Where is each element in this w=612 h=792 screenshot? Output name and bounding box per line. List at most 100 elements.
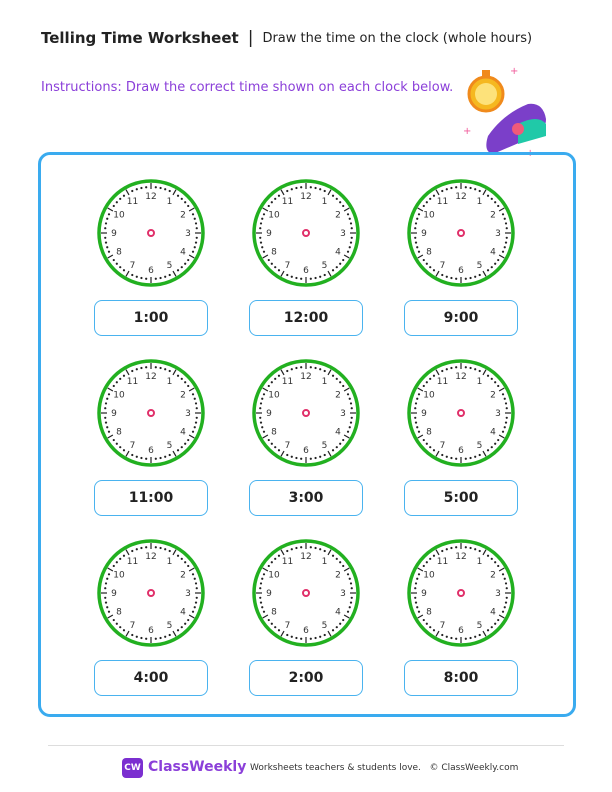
svg-text:6: 6 — [303, 446, 309, 456]
clock-face[interactable]: 1 2 3 4 5 6 7 8 9 10 11 12 — [250, 177, 362, 289]
svg-text:4: 4 — [335, 248, 341, 258]
svg-text:12: 12 — [455, 552, 466, 562]
svg-text:7: 7 — [440, 621, 446, 631]
svg-text:10: 10 — [268, 571, 280, 581]
svg-text:5: 5 — [322, 261, 328, 271]
time-label-box: 2:00 — [249, 660, 363, 696]
clock-face[interactable]: 1 2 3 4 5 6 7 8 9 10 11 12 — [95, 177, 207, 289]
svg-text:3: 3 — [185, 229, 191, 239]
clock-face[interactable]: 1 2 3 4 5 6 7 8 9 10 11 12 — [95, 537, 207, 649]
svg-text:6: 6 — [458, 626, 464, 636]
svg-text:4: 4 — [335, 608, 341, 618]
title-separator: | — [247, 28, 254, 48]
footer-divider — [48, 745, 564, 746]
svg-text:4: 4 — [490, 608, 496, 618]
worksheet-title: Telling Time Worksheet — [41, 29, 239, 47]
svg-text:2: 2 — [335, 211, 341, 221]
time-label-box: 8:00 — [404, 660, 518, 696]
svg-text:2: 2 — [490, 211, 496, 221]
clock-face[interactable]: 1 2 3 4 5 6 7 8 9 10 11 12 — [95, 357, 207, 469]
instructions: Instructions: Draw the correct time show… — [41, 80, 453, 95]
svg-text:7: 7 — [130, 441, 136, 451]
svg-text:1: 1 — [167, 377, 173, 387]
svg-text:7: 7 — [440, 441, 446, 451]
svg-text:7: 7 — [440, 261, 446, 271]
svg-text:6: 6 — [303, 626, 309, 636]
svg-text:7: 7 — [285, 621, 291, 631]
svg-text:7: 7 — [130, 621, 136, 631]
svg-text:4: 4 — [490, 428, 496, 438]
svg-text:3: 3 — [185, 409, 191, 419]
svg-text:10: 10 — [113, 391, 125, 401]
svg-text:2: 2 — [335, 571, 341, 581]
time-label-box: 5:00 — [404, 480, 518, 516]
svg-text:11: 11 — [282, 377, 293, 387]
svg-text:6: 6 — [303, 266, 309, 276]
svg-text:5: 5 — [477, 621, 483, 631]
clock-face[interactable]: 1 2 3 4 5 6 7 8 9 10 11 12 — [405, 537, 517, 649]
svg-text:4: 4 — [490, 248, 496, 258]
svg-text:2: 2 — [490, 391, 496, 401]
svg-text:9: 9 — [266, 409, 272, 419]
svg-text:2: 2 — [180, 211, 186, 221]
svg-text:8: 8 — [271, 248, 277, 258]
svg-text:4: 4 — [180, 428, 186, 438]
svg-text:5: 5 — [167, 621, 173, 631]
svg-text:1: 1 — [322, 377, 328, 387]
header: Telling Time Worksheet | Draw the time o… — [41, 28, 532, 48]
svg-text:5: 5 — [477, 261, 483, 271]
time-label-box: 12:00 — [249, 300, 363, 336]
svg-text:8: 8 — [271, 428, 277, 438]
svg-text:12: 12 — [145, 552, 156, 562]
svg-text:8: 8 — [116, 428, 122, 438]
svg-text:4: 4 — [335, 428, 341, 438]
clock-face[interactable]: 1 2 3 4 5 6 7 8 9 10 11 12 — [405, 357, 517, 469]
svg-text:2: 2 — [335, 391, 341, 401]
svg-text:3: 3 — [495, 409, 501, 419]
svg-text:7: 7 — [285, 441, 291, 451]
svg-text:10: 10 — [423, 211, 435, 221]
svg-text:2: 2 — [180, 391, 186, 401]
brand-name: ClassWeekly — [148, 759, 247, 775]
clock-face[interactable]: 1 2 3 4 5 6 7 8 9 10 11 12 — [405, 177, 517, 289]
svg-text:12: 12 — [300, 192, 311, 202]
svg-text:+: + — [463, 126, 471, 137]
svg-text:10: 10 — [268, 211, 280, 221]
stopwatch-sneaker-illustration: + + + — [463, 66, 546, 159]
svg-text:11: 11 — [127, 377, 138, 387]
clock-face[interactable]: 1 2 3 4 5 6 7 8 9 10 11 12 — [250, 537, 362, 649]
svg-text:5: 5 — [322, 441, 328, 451]
svg-text:3: 3 — [185, 589, 191, 599]
svg-text:4: 4 — [180, 248, 186, 258]
footer-text: Worksheets teachers & students love. © C… — [250, 763, 518, 773]
svg-text:11: 11 — [437, 377, 448, 387]
svg-text:10: 10 — [268, 391, 280, 401]
svg-text:8: 8 — [116, 608, 122, 618]
svg-text:2: 2 — [180, 571, 186, 581]
instructions-text: Draw the correct time shown on each cloc… — [121, 80, 454, 95]
time-label-box: 1:00 — [94, 300, 208, 336]
tagline: Worksheets teachers & students love. — [250, 763, 421, 773]
svg-text:5: 5 — [477, 441, 483, 451]
worksheet-subtitle: Draw the time on the clock (whole hours) — [262, 30, 533, 46]
svg-text:8: 8 — [116, 248, 122, 258]
svg-text:8: 8 — [426, 428, 432, 438]
classweekly-logo: CW — [122, 758, 143, 778]
svg-text:10: 10 — [423, 571, 435, 581]
svg-text:7: 7 — [130, 261, 136, 271]
svg-text:5: 5 — [167, 261, 173, 271]
svg-text:9: 9 — [111, 589, 117, 599]
svg-text:12: 12 — [455, 372, 466, 382]
svg-text:3: 3 — [495, 589, 501, 599]
svg-text:11: 11 — [127, 197, 138, 207]
svg-text:2: 2 — [490, 571, 496, 581]
svg-text:1: 1 — [477, 197, 483, 207]
svg-text:8: 8 — [426, 608, 432, 618]
svg-text:7: 7 — [285, 261, 291, 271]
clock-face[interactable]: 1 2 3 4 5 6 7 8 9 10 11 12 — [250, 357, 362, 469]
svg-text:12: 12 — [300, 552, 311, 562]
svg-text:+: + — [510, 66, 518, 77]
svg-text:11: 11 — [282, 197, 293, 207]
svg-text:9: 9 — [421, 589, 427, 599]
svg-text:10: 10 — [113, 571, 125, 581]
